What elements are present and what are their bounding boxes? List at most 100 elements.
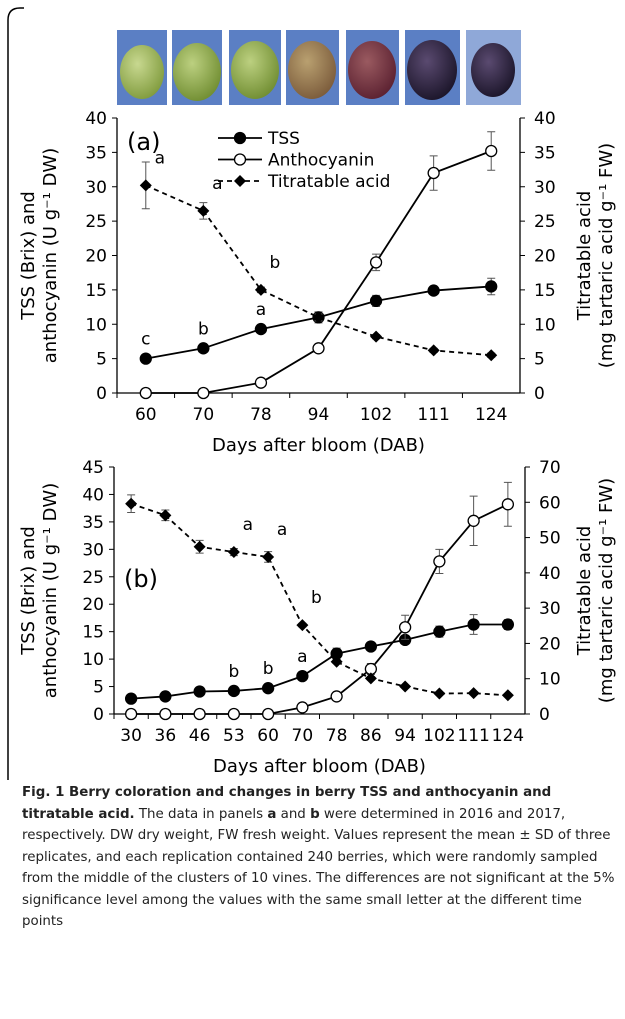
marker <box>197 204 210 217</box>
x-tick-label: 70 <box>193 405 215 425</box>
x-tick-label: 70 <box>292 726 314 746</box>
y-tick-label: 30 <box>82 540 104 560</box>
y2-tick-label: 10 <box>534 315 556 335</box>
y-tick-label: 5 <box>93 678 104 698</box>
marker <box>399 680 412 693</box>
y2-tick-label: 70 <box>539 458 561 478</box>
significance-label: a <box>155 148 165 168</box>
x-tick-label: 111 <box>457 726 489 746</box>
x-tick-label: 124 <box>475 405 507 425</box>
y-axis-title: anthocyanin (U g⁻¹ DW) <box>40 148 61 364</box>
marker <box>261 707 275 721</box>
x-tick-label: 78 <box>250 405 272 425</box>
marker <box>296 619 309 632</box>
marker <box>364 640 378 653</box>
x-tick-label: 124 <box>492 726 524 746</box>
marker <box>467 514 480 527</box>
significance-label: b <box>263 659 274 679</box>
marker <box>233 153 247 166</box>
series-line <box>131 623 508 700</box>
marker <box>501 498 515 511</box>
legend-label: TSS <box>267 129 300 149</box>
marker <box>296 669 309 683</box>
significance-label: a <box>277 520 287 540</box>
marker <box>369 294 383 308</box>
y-axis-title: TSS (Brix) and <box>18 526 39 656</box>
marker <box>261 682 275 695</box>
x-tick-label: 102 <box>423 726 455 746</box>
y-tick-label: 40 <box>85 109 107 129</box>
marker <box>262 550 275 563</box>
x-axis-title: Days after bloom (DAB) <box>213 756 426 777</box>
marker <box>197 386 210 400</box>
x-tick-label: 60 <box>257 726 279 746</box>
y2-tick-label: 5 <box>534 350 545 370</box>
marker <box>193 707 206 721</box>
y-tick-label: 40 <box>82 485 104 505</box>
x-tick-label: 36 <box>155 726 177 746</box>
y2-axis-title: Titratable acid <box>574 526 595 657</box>
x-tick-label: 86 <box>360 726 382 746</box>
marker <box>234 175 246 187</box>
marker <box>125 497 138 510</box>
figure: 0 5 10 15 20 25 30 35 40 0 5 10 15 20 25 30 35 40 60 70 78 94… <box>7 7 617 780</box>
caption: Fig. 1 Berry coloration and changes in b… <box>22 782 617 933</box>
marker <box>485 349 498 362</box>
legend-label: Anthocyanin <box>268 151 374 171</box>
marker <box>312 342 325 355</box>
y2-tick-label: 35 <box>534 143 556 163</box>
significance-label: b <box>270 253 281 273</box>
y2-tick-label: 30 <box>539 599 561 619</box>
y-tick-label: 45 <box>82 458 104 478</box>
marker <box>254 376 268 389</box>
marker <box>139 386 152 400</box>
y2-tick-label: 15 <box>534 281 556 301</box>
x-tick-label: 111 <box>417 405 449 425</box>
marker <box>312 311 325 324</box>
marker <box>433 687 446 700</box>
caption-title: Fig. 1 Berry coloration and changes in b… <box>22 785 552 822</box>
marker <box>159 707 172 721</box>
caption-border <box>7 7 24 780</box>
marker <box>193 685 206 698</box>
y-tick-label: 0 <box>93 705 104 725</box>
x-tick-label: 94 <box>394 726 416 746</box>
marker <box>124 707 138 721</box>
x-tick-label: 53 <box>223 726 245 746</box>
y2-tick-label: 20 <box>534 247 556 267</box>
y-tick-label: 20 <box>85 247 107 267</box>
marker <box>330 690 343 703</box>
y-tick-label: 10 <box>82 650 104 670</box>
y-tick-label: 30 <box>85 178 107 198</box>
marker <box>254 322 268 336</box>
caption-text: a <box>267 806 277 822</box>
y2-axis-title: (mg tartaric acid g⁻¹ FW) <box>596 143 617 368</box>
y-tick-label: 20 <box>82 595 104 615</box>
marker <box>197 342 210 355</box>
y2-tick-label: 30 <box>534 178 556 198</box>
significance-label: b <box>311 588 322 608</box>
y2-tick-label: 40 <box>534 109 556 129</box>
marker <box>427 284 440 297</box>
significance-label: a <box>212 174 222 194</box>
significance-label: c <box>141 330 150 350</box>
marker <box>296 701 309 714</box>
marker <box>433 555 446 568</box>
y2-tick-label: 40 <box>539 564 561 584</box>
y-axis-title: anthocyanin (U g⁻¹ DW) <box>40 483 61 699</box>
y2-tick-label: 50 <box>539 529 561 549</box>
berry-photos <box>117 30 521 105</box>
marker <box>398 621 412 634</box>
y-axis-title: TSS (Brix) and <box>18 191 39 321</box>
x-tick-label: 46 <box>189 726 211 746</box>
panel-label: (a) <box>127 128 160 156</box>
marker <box>193 540 206 553</box>
significance-label: a <box>256 300 266 320</box>
y2-tick-label: 60 <box>539 493 561 513</box>
marker <box>227 546 240 559</box>
marker <box>433 625 446 638</box>
x-tick-label: 94 <box>308 405 330 425</box>
marker <box>364 672 377 685</box>
marker <box>427 344 440 357</box>
